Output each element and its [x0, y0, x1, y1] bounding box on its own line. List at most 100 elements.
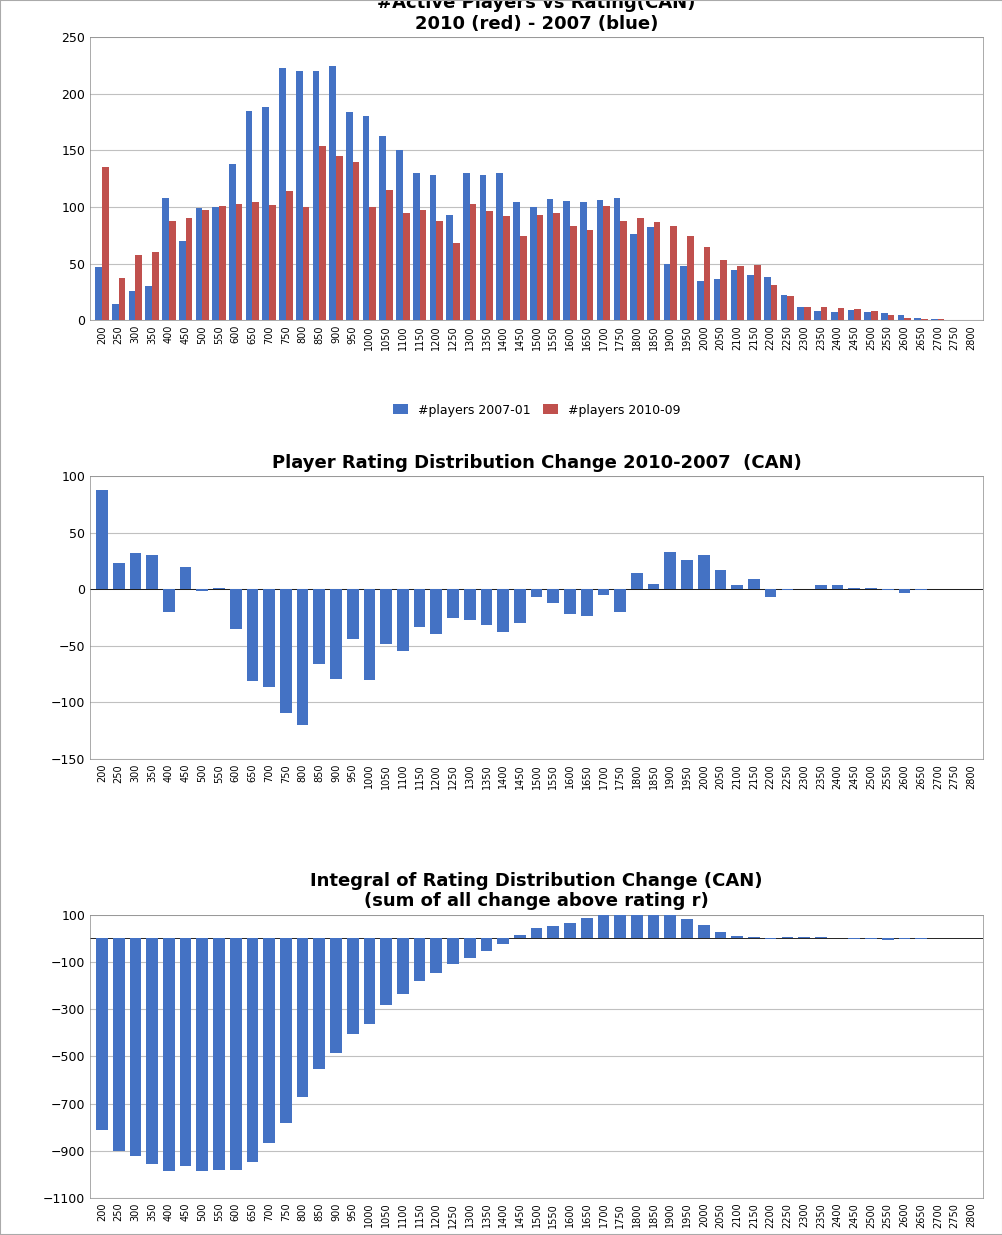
- Bar: [864, 312, 870, 320]
- Bar: [229, 589, 241, 629]
- Bar: [396, 151, 403, 320]
- Bar: [179, 567, 191, 589]
- Bar: [178, 241, 185, 320]
- Bar: [403, 212, 409, 320]
- Bar: [729, 270, 736, 320]
- Bar: [887, 315, 894, 320]
- Bar: [152, 252, 158, 320]
- Bar: [553, 212, 559, 320]
- Bar: [547, 926, 558, 939]
- Bar: [679, 266, 686, 320]
- Bar: [580, 589, 592, 616]
- Bar: [837, 308, 844, 320]
- Bar: [297, 589, 308, 725]
- Bar: [313, 939, 325, 1068]
- Bar: [96, 489, 108, 589]
- Title: Player Rating Distribution Change 2010-2007  (CAN): Player Rating Distribution Change 2010-2…: [272, 453, 801, 472]
- Bar: [129, 553, 141, 589]
- Bar: [313, 72, 319, 320]
- Bar: [747, 937, 760, 939]
- Bar: [797, 306, 804, 320]
- Bar: [530, 927, 542, 939]
- Bar: [597, 589, 608, 595]
- Bar: [814, 311, 820, 320]
- Bar: [279, 68, 286, 320]
- Bar: [453, 243, 459, 320]
- Bar: [697, 925, 708, 939]
- Bar: [246, 939, 258, 1162]
- Bar: [336, 156, 343, 320]
- Bar: [447, 939, 458, 963]
- Bar: [447, 589, 458, 618]
- Bar: [330, 939, 342, 1053]
- Bar: [245, 111, 253, 320]
- Bar: [313, 589, 325, 664]
- Bar: [563, 589, 575, 614]
- Bar: [469, 204, 476, 320]
- Bar: [613, 589, 625, 611]
- Bar: [804, 306, 810, 320]
- Bar: [814, 584, 826, 589]
- Bar: [529, 207, 536, 320]
- Bar: [719, 261, 726, 320]
- Bar: [363, 589, 375, 679]
- Bar: [513, 589, 525, 624]
- Bar: [95, 267, 102, 320]
- Bar: [430, 939, 442, 973]
- Bar: [680, 919, 692, 939]
- Bar: [135, 254, 142, 320]
- Bar: [770, 285, 777, 320]
- Bar: [347, 939, 358, 1035]
- Bar: [446, 215, 453, 320]
- Bar: [497, 939, 508, 944]
- Bar: [363, 939, 375, 1024]
- Bar: [536, 215, 543, 320]
- Bar: [646, 227, 653, 320]
- Bar: [904, 317, 910, 320]
- Bar: [497, 589, 508, 632]
- Bar: [787, 296, 794, 320]
- Bar: [663, 263, 669, 320]
- Bar: [496, 173, 503, 320]
- Bar: [897, 315, 904, 320]
- Legend: #players 2007-01, #players 2010-09: #players 2007-01, #players 2010-09: [388, 399, 684, 421]
- Bar: [185, 219, 192, 320]
- Bar: [397, 589, 408, 652]
- Bar: [619, 221, 626, 320]
- Bar: [854, 309, 860, 320]
- Title: #Active Players vs Rating(CAN)
2010 (red) - 2007 (blue): #Active Players vs Rating(CAN) 2010 (red…: [377, 0, 695, 32]
- Bar: [363, 116, 369, 320]
- Bar: [196, 939, 207, 1171]
- Bar: [280, 939, 292, 1123]
- Bar: [613, 911, 625, 939]
- Bar: [597, 913, 608, 939]
- Bar: [303, 207, 309, 320]
- Bar: [436, 221, 443, 320]
- Bar: [228, 164, 235, 320]
- Bar: [563, 924, 575, 939]
- Bar: [386, 190, 393, 320]
- Bar: [586, 230, 593, 320]
- Bar: [380, 589, 392, 643]
- Bar: [713, 279, 719, 320]
- Bar: [630, 906, 642, 939]
- Bar: [713, 932, 725, 939]
- Bar: [780, 295, 787, 320]
- Bar: [269, 205, 276, 320]
- Bar: [603, 206, 609, 320]
- Bar: [479, 175, 486, 320]
- Bar: [162, 198, 168, 320]
- Bar: [569, 226, 576, 320]
- Bar: [413, 589, 425, 626]
- Bar: [379, 136, 386, 320]
- Bar: [145, 287, 152, 320]
- Bar: [463, 939, 475, 958]
- Bar: [730, 584, 742, 589]
- Bar: [463, 173, 469, 320]
- Bar: [513, 203, 519, 320]
- Bar: [263, 939, 275, 1142]
- Bar: [330, 589, 342, 679]
- Bar: [880, 314, 887, 320]
- Bar: [630, 573, 642, 589]
- Bar: [647, 583, 659, 589]
